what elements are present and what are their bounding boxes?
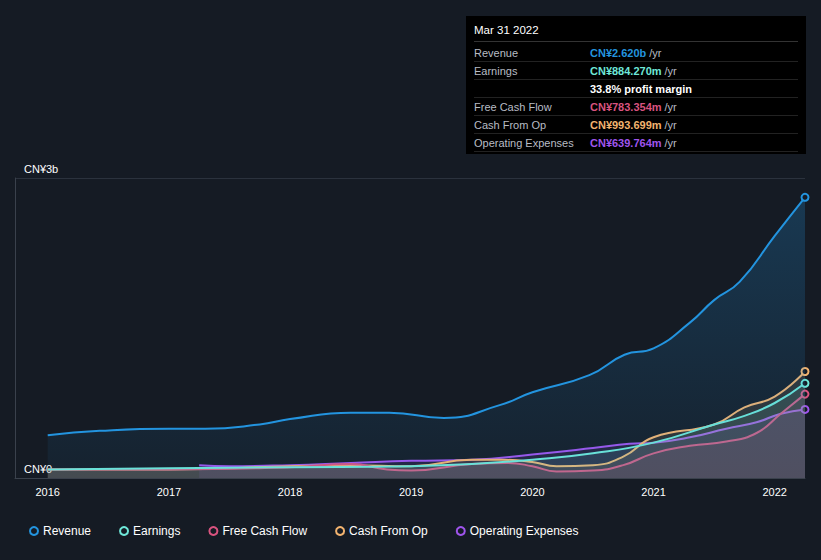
svg-text:Operating Expenses: Operating Expenses <box>470 524 579 538</box>
svg-text:2020: 2020 <box>520 486 544 498</box>
html-text:Revenue: Revenue <box>474 46 518 59</box>
html-text:Cash From Op: Cash From Op <box>474 118 547 131</box>
svg-text:Cash From Op: Cash From Op <box>349 524 428 538</box>
html-text:CN¥993.699m /yr: CN¥993.699m /yr <box>590 118 677 131</box>
html-text:CN¥884.270m /yr: CN¥884.270m /yr <box>590 64 677 77</box>
html-text:CN¥783.354m /yr: CN¥783.354m /yr <box>590 100 677 113</box>
svg-text:2017: 2017 <box>157 486 181 498</box>
html-text:CN¥639.764m /yr: CN¥639.764m /yr <box>590 136 677 149</box>
html-text:Earnings: Earnings <box>474 64 518 77</box>
svg-text:2022: 2022 <box>762 486 786 498</box>
svg-text:CN¥3b: CN¥3b <box>24 163 58 175</box>
svg-text:2016: 2016 <box>35 486 59 498</box>
svg-text:2021: 2021 <box>641 486 665 498</box>
html-text:33.8% profit margin: 33.8% profit margin <box>590 82 692 95</box>
html-text:CN¥2.620b /yr: CN¥2.620b /yr <box>590 46 662 59</box>
svg-text:Earnings: Earnings <box>133 524 180 538</box>
svg-text:2019: 2019 <box>399 486 423 498</box>
svg-text:Revenue: Revenue <box>43 524 91 538</box>
html-text:Mar 31 2022: Mar 31 2022 <box>474 24 539 36</box>
html-text:Operating Expenses: Operating Expenses <box>474 136 574 149</box>
html-text:Free Cash Flow: Free Cash Flow <box>474 100 552 113</box>
svg-text:Free Cash Flow: Free Cash Flow <box>222 524 307 538</box>
svg-text:2018: 2018 <box>278 486 302 498</box>
svg-text:CN¥0: CN¥0 <box>24 462 53 475</box>
